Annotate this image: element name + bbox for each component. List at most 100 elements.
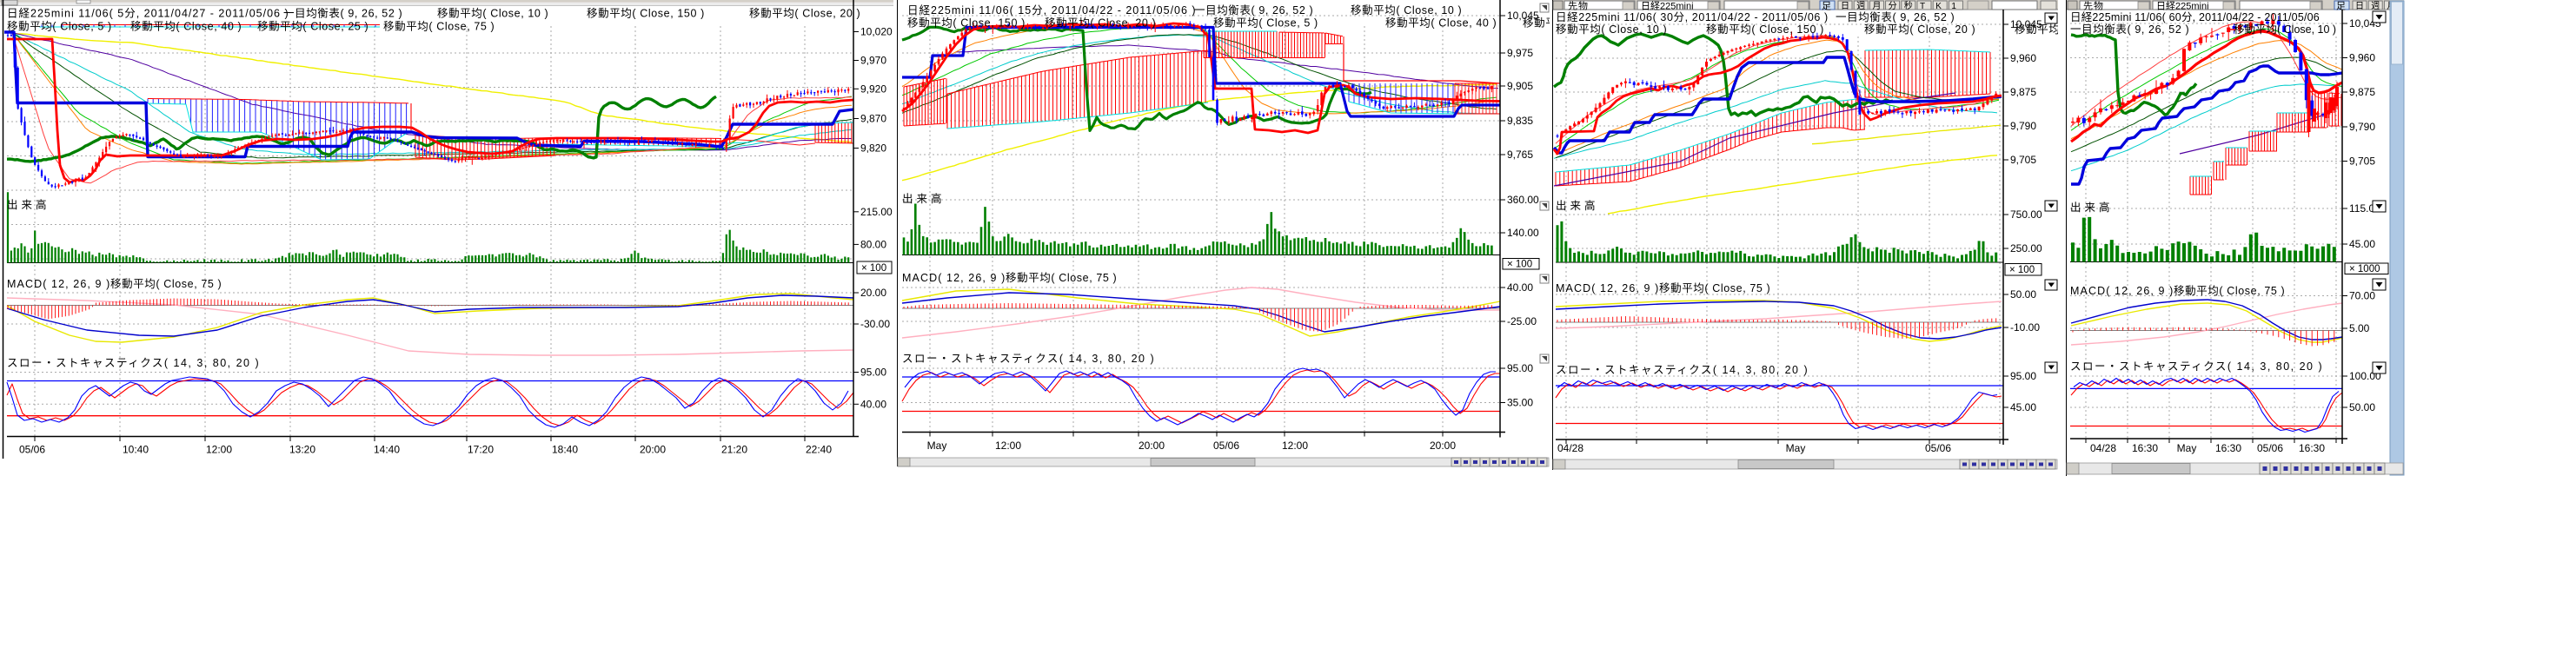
svg-text:18:40: 18:40: [552, 444, 578, 456]
svg-text:17:20: 17:20: [468, 444, 494, 456]
svg-text:9,835: 9,835: [1507, 115, 1533, 127]
svg-text:05/06: 05/06: [1925, 442, 1951, 454]
svg-text:10,045: 10,045: [1507, 10, 1539, 22]
svg-text:50.00: 50.00: [2010, 288, 2036, 301]
svg-text:移動平均( Close, 75 ): 移動平均( Close, 75 ): [1006, 272, 1117, 284]
svg-text:一目均衡表( 9, 26, 52 ): 一目均衡表( 9, 26, 52 ): [1194, 4, 1313, 17]
svg-text:月: 月: [1872, 1, 1881, 11]
svg-text:05/06: 05/06: [2257, 442, 2283, 454]
svg-text:12:00: 12:00: [206, 444, 232, 456]
svg-text:9,705: 9,705: [2010, 154, 2036, 166]
svg-text:9,960: 9,960: [2349, 52, 2375, 64]
svg-text:20:00: 20:00: [1430, 440, 1456, 452]
svg-text:日経225mini: 日経225mini: [1641, 1, 1694, 12]
svg-text:9,705: 9,705: [2349, 155, 2375, 168]
svg-text:750.00: 750.00: [2010, 208, 2042, 221]
svg-text:移動平均( Close, 10 ): 移動平均( Close, 10 ): [1351, 4, 1462, 17]
svg-text:95.00: 95.00: [1507, 362, 1533, 374]
svg-text:50.00: 50.00: [2349, 401, 2375, 413]
svg-text:× 100: × 100: [861, 263, 886, 274]
svg-text:先物: 先物: [2083, 0, 2104, 12]
svg-text:移動平均( Close, 5 ): 移動平均( Close, 5 ): [1213, 17, 1318, 30]
svg-text:週: 週: [1856, 1, 1865, 11]
svg-text:215.00: 215.00: [860, 206, 893, 218]
svg-text:40.00: 40.00: [1507, 281, 1533, 294]
svg-text:40.00: 40.00: [860, 399, 886, 411]
svg-text:出来高: 出来高: [2070, 201, 2114, 214]
svg-text:14:40: 14:40: [374, 444, 400, 456]
svg-text:1: 1: [1951, 2, 1956, 11]
svg-text:移動平均( Close, 10 ): 移動平均( Close, 10 ): [1556, 23, 1667, 36]
svg-text:移動平均( Close, 25 ): 移動平均( Close, 25 ): [257, 21, 368, 33]
svg-text:T: T: [1920, 2, 1925, 11]
svg-text:35.00: 35.00: [1507, 397, 1533, 409]
svg-text:日: 日: [1841, 2, 1849, 11]
svg-text:移動平均( Close, 40 ): 移動平均( Close, 40 ): [1385, 17, 1497, 30]
svg-text:移動平均( Close, 20 ): 移動平均( Close, 20 ): [1045, 17, 1156, 30]
svg-text:移動平均( Close, 20 ): 移動平均( Close, 20 ): [749, 8, 860, 20]
svg-text:日: 日: [2355, 2, 2364, 11]
svg-text:MACD( 12, 26, 9 ): MACD( 12, 26, 9 ): [902, 272, 1006, 284]
svg-text:95.00: 95.00: [860, 367, 886, 379]
svg-text:May: May: [927, 440, 947, 452]
svg-text:移動平均( Close, 75 ): 移動平均( Close, 75 ): [110, 278, 222, 290]
svg-text:45.00: 45.00: [2010, 401, 2036, 413]
svg-text:9,820: 9,820: [860, 142, 886, 155]
svg-text:12:00: 12:00: [995, 440, 1021, 452]
svg-text:× 100: × 100: [1507, 260, 1532, 270]
svg-text:20:00: 20:00: [1139, 440, 1165, 452]
svg-text:10,045: 10,045: [2010, 18, 2042, 30]
svg-text:出来高: 出来高: [902, 192, 946, 205]
svg-text:80.00: 80.00: [860, 239, 886, 251]
svg-text:9,920: 9,920: [860, 83, 886, 96]
svg-text:95.00: 95.00: [2010, 370, 2036, 382]
svg-text:× 100: × 100: [2009, 265, 2035, 275]
svg-text:× 1000: × 1000: [2349, 264, 2380, 274]
svg-text:12:00: 12:00: [1282, 440, 1308, 452]
svg-text:足: 足: [2336, 2, 2346, 12]
svg-text:360.00: 360.00: [1507, 194, 1539, 206]
svg-text:9,960: 9,960: [2010, 52, 2036, 64]
svg-text:スロー・ストキャスティクス( 14, 3, 80, 20 ): スロー・ストキャスティクス( 14, 3, 80, 20 ): [7, 357, 260, 369]
svg-text:-10.00: -10.00: [2010, 321, 2040, 334]
svg-text:16:30: 16:30: [2132, 442, 2158, 454]
svg-text:移動平均( Close, 150 ): 移動平均( Close, 150 ): [1706, 23, 1824, 36]
svg-text:May: May: [1786, 442, 1806, 454]
svg-text:移動平均( Close, 150 ): 移動平均( Close, 150 ): [907, 17, 1026, 30]
svg-text:May: May: [2177, 442, 2197, 454]
svg-text:一目均衡表( 9, 26, 52 ): 一目均衡表( 9, 26, 52 ): [2070, 23, 2189, 36]
svg-text:9,975: 9,975: [1507, 47, 1533, 59]
svg-text:移動平均( Close, 150 ): 移動平均( Close, 150 ): [587, 8, 705, 20]
svg-text:9,790: 9,790: [2349, 121, 2375, 133]
svg-text:日経225mini: 日経225mini: [2156, 1, 2209, 12]
svg-text:9,905: 9,905: [1507, 80, 1533, 92]
svg-text:9,765: 9,765: [1507, 149, 1533, 161]
svg-text:移動平均( Close,: 移動平均( Close,: [1523, 17, 1610, 30]
svg-text:移動平均( Close, 10 ): 移動平均( Close, 10 ): [2234, 23, 2336, 36]
svg-text:04/28: 04/28: [2090, 442, 2116, 454]
svg-text:05/06: 05/06: [1213, 440, 1239, 452]
svg-text:一目均衡表( 9, 26, 52 ): 一目均衡表( 9, 26, 52 ): [283, 8, 402, 20]
svg-text:45.00: 45.00: [2349, 238, 2375, 250]
svg-text:70.00: 70.00: [2349, 290, 2375, 302]
svg-text:22:40: 22:40: [806, 444, 832, 456]
svg-text:04/28: 04/28: [1557, 442, 1583, 454]
svg-text:移動平均( Close, 75 ): 移動平均( Close, 75 ): [383, 21, 495, 33]
svg-text:MACD( 12, 26, 9 ): MACD( 12, 26, 9 ): [2070, 285, 2174, 297]
svg-text:日経225mini 11/06( 15分, 2011/04/: 日経225mini 11/06( 15分, 2011/04/22 - 2011/…: [907, 4, 1197, 17]
svg-text:移動平均( Close, 75 ): 移動平均( Close, 75 ): [2174, 285, 2285, 297]
svg-text:日経225mini 11/06( 60分, 2011/04/: 日経225mini 11/06( 60分, 2011/04/22 - 2011/…: [2070, 11, 2320, 23]
svg-text:5.00: 5.00: [2349, 322, 2370, 334]
svg-text:16:30: 16:30: [2299, 442, 2325, 454]
svg-text:スロー・ストキャスティクス( 14, 3, 80, 20 ): スロー・ストキャスティクス( 14, 3, 80, 20 ): [902, 353, 1155, 365]
svg-text:一目均衡表( 9, 26, 52 ): 一目均衡表( 9, 26, 52 ): [1836, 11, 1955, 23]
svg-text:9,875: 9,875: [2010, 86, 2036, 98]
svg-text:秒: 秒: [1904, 0, 1913, 11]
svg-text:20.00: 20.00: [860, 287, 886, 299]
svg-text:日経225mini 11/06( 5分, 2011/04/2: 日経225mini 11/06( 5分, 2011/04/27 - 2011/0…: [7, 8, 289, 20]
svg-text:先物: 先物: [1568, 0, 1589, 12]
svg-text:移動平均( Close, 20 ): 移動平均( Close, 20 ): [1864, 23, 1975, 36]
svg-text:足: 足: [1822, 2, 1831, 12]
svg-text:9,870: 9,870: [860, 113, 886, 125]
svg-text:250.00: 250.00: [2010, 242, 2042, 254]
